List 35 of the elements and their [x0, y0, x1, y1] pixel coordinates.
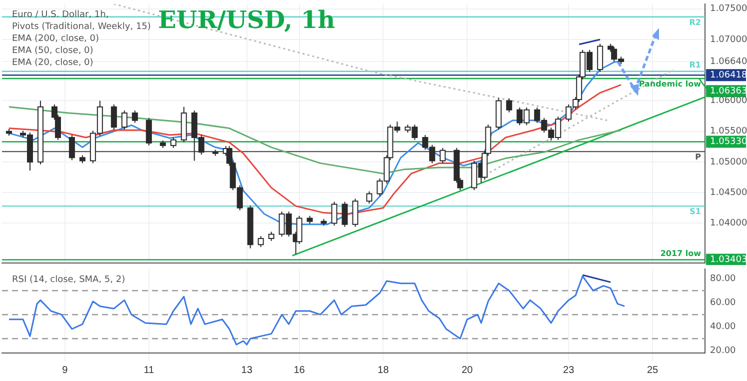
ref-line-label: 1.06418 [710, 70, 747, 80]
y-tick-label: 80.00 [710, 274, 736, 284]
y-tick-label: 1.07000 [710, 34, 747, 45]
ref-line-label: 1.05330 [710, 137, 747, 148]
x-tick-label: 13 [241, 364, 253, 376]
y-tick-label: 1.04500 [710, 188, 747, 198]
y-tick-label: 1.06000 [710, 96, 747, 106]
y-tick-label: 1.07500 [710, 4, 747, 14]
ref-line-label: 1.03403 [710, 255, 747, 266]
annotation: Pandemic low [638, 80, 702, 89]
y-tick-label: 1.05000 [710, 157, 747, 168]
x-tick-label: 20 [462, 364, 474, 376]
annotation: R1 [689, 60, 702, 70]
annotation: EMA (20, close, 0) [12, 58, 94, 68]
x-tick-label: 11 [144, 364, 155, 376]
annotation: EMA (50, close, 0) [12, 46, 94, 56]
annotation: R2 [689, 18, 701, 27]
y-tick-label: 1.04000 [710, 218, 747, 229]
y-tick-label: 40.00 [710, 322, 736, 332]
annotation: P [695, 152, 702, 162]
y-tick-label: 1.05500 [710, 126, 747, 137]
y-tick-label: 1.06640 [710, 56, 747, 67]
y-tick-label: 60.00 [710, 298, 736, 308]
x-tick-label: 9 [62, 364, 68, 376]
x-tick-label: 25 [646, 364, 659, 376]
x-tick-label: 23 [563, 364, 575, 376]
annotation: S1 [690, 207, 702, 216]
y-tick-label: 20.00 [710, 346, 736, 356]
annotation: 2017 low [660, 248, 702, 258]
x-tick-label: 16 [294, 364, 306, 376]
annotation: Pivots (Traditional, Weekly, 15) [12, 22, 151, 32]
x-tick-label: 18 [378, 364, 390, 376]
annotation: EMA (200, close, 0) [12, 34, 100, 44]
annotation: RSI (14, close, SMA, 5, 2) [12, 274, 126, 285]
legend-label: 1.06363 [710, 86, 747, 96]
